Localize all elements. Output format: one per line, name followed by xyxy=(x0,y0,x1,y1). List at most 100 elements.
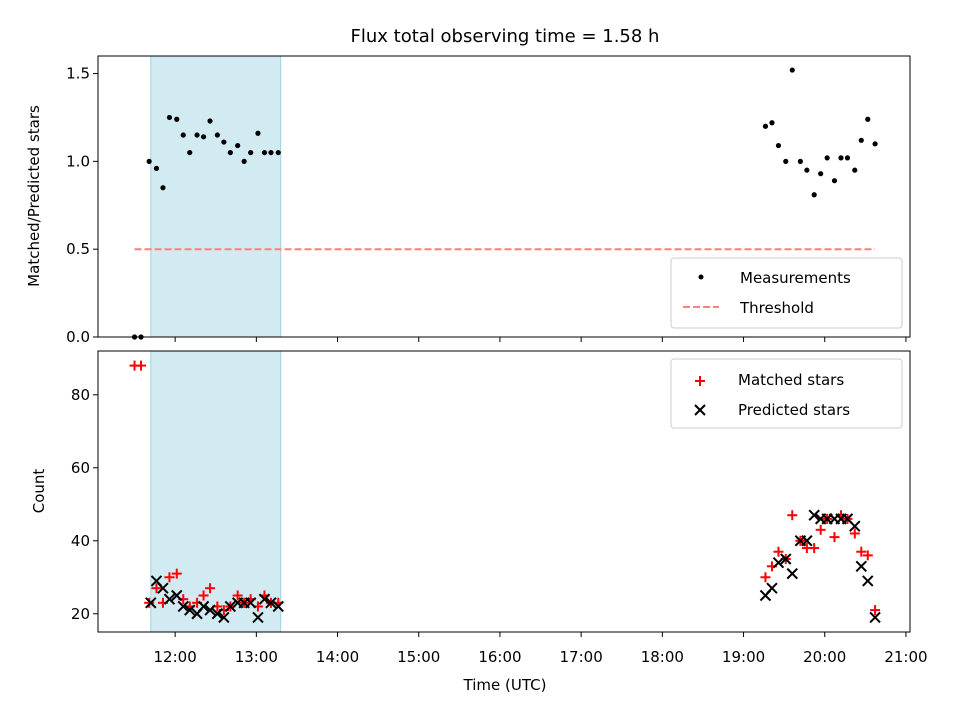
measurement-point xyxy=(180,132,186,138)
measurement-points xyxy=(131,67,878,340)
measurement-point xyxy=(275,149,281,156)
legend-threshold-label: Threshold xyxy=(739,299,814,317)
x-tick-label: 18:00 xyxy=(641,648,684,666)
measurement-point xyxy=(200,134,207,140)
matched-star-point xyxy=(862,550,873,561)
measurement-point xyxy=(858,137,864,143)
predicted-star-point xyxy=(171,589,183,602)
measurement-point xyxy=(804,167,810,173)
predicted-star-point xyxy=(772,556,785,569)
top-shaded-region xyxy=(150,55,282,338)
measurement-point xyxy=(187,149,193,156)
bottom-shaded-region xyxy=(150,350,282,633)
x-tick-label: 19:00 xyxy=(722,648,765,666)
measurement-point xyxy=(769,120,775,126)
bottom-legend: Matched stars Predicted stars xyxy=(670,358,903,429)
predicted-star-point xyxy=(265,597,277,609)
measurement-point xyxy=(160,185,166,191)
measurement-point xyxy=(227,149,233,156)
measurement-point xyxy=(235,142,241,149)
matched-star-point xyxy=(829,532,840,543)
matched-star-point xyxy=(151,583,162,594)
measurement-point xyxy=(865,116,871,122)
bottom-y-tick-label: 80 xyxy=(71,386,90,404)
top-panel: 0.0 0.5 1.0 1.5 Matched/Predicted stars Mea… xyxy=(25,55,911,346)
measurement-point xyxy=(762,123,769,129)
matched-star-point xyxy=(809,543,820,554)
predicted-star-point xyxy=(801,535,813,547)
measurement-point xyxy=(838,155,844,161)
measurement-point xyxy=(146,158,152,164)
top-y-ticks: 0.0 0.5 1.0 1.5 xyxy=(66,65,98,346)
predicted-star-point xyxy=(766,582,778,594)
matched-star-point xyxy=(787,510,798,521)
measurement-point xyxy=(783,158,789,164)
matched-star-point xyxy=(136,360,147,371)
matched-star-point xyxy=(815,524,826,535)
x-tick-label: 14:00 xyxy=(316,648,359,666)
legend-predicted-label: Predicted stars xyxy=(738,401,850,419)
predicted-star-point xyxy=(177,600,189,613)
matched-star-point xyxy=(870,605,881,616)
measurement-point xyxy=(255,130,261,136)
matched-star-point xyxy=(205,583,216,594)
measurement-point xyxy=(214,132,220,138)
top-y-tick-label: 0.0 xyxy=(66,328,90,346)
top-legend: Measurements Threshold xyxy=(670,257,903,329)
bottom-y-axis-label: Count xyxy=(30,469,48,514)
measurement-point xyxy=(261,149,268,156)
predicted-star-point xyxy=(780,553,792,565)
predicted-star-point xyxy=(862,575,874,587)
x-tick-label: 13:00 xyxy=(235,648,278,666)
predicted-star-point xyxy=(244,597,257,609)
predicted-star-point xyxy=(145,597,157,609)
bottom-y-tick-label: 60 xyxy=(71,459,90,477)
predicted-star-point xyxy=(224,600,237,613)
bottom-plot-frame xyxy=(97,350,911,633)
top-shaded-span xyxy=(150,55,282,338)
matched-star-point xyxy=(849,528,860,539)
measurement-point xyxy=(844,155,851,161)
measurement-point xyxy=(831,178,838,184)
legend-measurements-marker xyxy=(698,274,704,280)
measurement-point xyxy=(207,118,213,124)
predicted-star-point xyxy=(157,582,169,594)
matched-star-point xyxy=(232,590,243,601)
matched-star-point xyxy=(144,597,155,608)
measurement-point xyxy=(268,149,274,156)
measurement-point xyxy=(852,167,858,173)
measurement-point xyxy=(818,171,824,177)
predicted-star-point xyxy=(855,560,867,573)
predicted-star-point xyxy=(197,600,210,613)
bottom-y-ticks: 20 40 60 80 xyxy=(71,386,98,623)
top-legend-box xyxy=(670,257,903,329)
legend-matched-label: Matched stars xyxy=(738,371,844,389)
predicted-star-point xyxy=(184,604,196,616)
bottom-shaded-span xyxy=(150,350,282,633)
measurement-point xyxy=(241,158,247,164)
measurement-point xyxy=(221,139,227,145)
predicted-star-point xyxy=(163,593,176,605)
matched-star-point xyxy=(773,546,784,557)
x-tick-label: 16:00 xyxy=(478,648,521,666)
bottom-x-ticks: 12:00 13:00 14:00 15:00 16:00 17:00 18:00 19:00… xyxy=(154,632,928,666)
bottom-y-tick-label: 40 xyxy=(71,532,90,550)
matched-star-point xyxy=(760,572,771,583)
legend-measurements-label: Measurements xyxy=(740,269,851,287)
measurement-point xyxy=(248,149,254,156)
predicted-star-point xyxy=(869,611,881,624)
predicted-star-point xyxy=(808,509,820,521)
predicted-star-point xyxy=(272,600,284,613)
matched-star-point xyxy=(164,572,175,583)
top-y-tick-label: 1.0 xyxy=(66,152,90,170)
x-tick-label: 20:00 xyxy=(803,648,846,666)
predicted-star-point xyxy=(252,611,264,624)
top-y-tick-label: 1.5 xyxy=(66,65,90,83)
top-x-ticks xyxy=(174,337,907,342)
predicted-star-point xyxy=(258,593,271,605)
x-tick-label: 12:00 xyxy=(154,648,197,666)
predicted-star-point xyxy=(218,611,230,624)
measurement-point xyxy=(811,192,817,198)
